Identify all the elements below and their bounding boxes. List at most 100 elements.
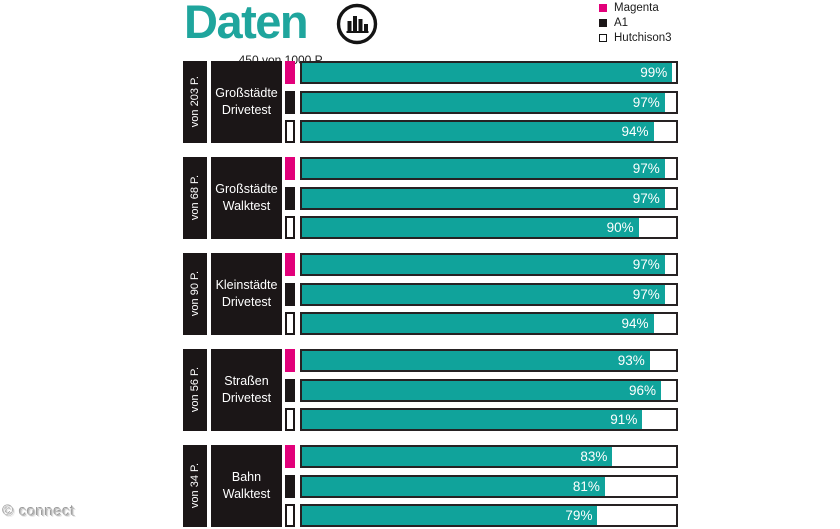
bar-track: 93% <box>300 349 678 372</box>
bar-value-label: 93% <box>617 353 645 368</box>
bar-row-a1: 96% <box>285 378 678 402</box>
series-marker-hutchison3 <box>285 504 295 527</box>
bar-row-hutchison3: 90% <box>285 216 678 239</box>
bar-track: 97% <box>300 157 678 180</box>
bar-row-hutchison3: 79% <box>285 504 678 527</box>
bar-row-a1: 97% <box>285 282 678 306</box>
bar-fill: 97% <box>302 284 665 304</box>
group-bars: 97% 97% 90% <box>285 157 678 239</box>
bar-chart: von 203 P. Großstädte Drivetest 99% 97% <box>183 61 678 527</box>
bar-row-a1: 81% <box>285 474 678 498</box>
bar-value-label: 99% <box>640 65 668 80</box>
bar-track: 97% <box>300 186 678 210</box>
bar-value-label: 79% <box>565 508 593 523</box>
series-marker-magenta <box>285 157 295 180</box>
bar-track: 97% <box>300 282 678 306</box>
chart-group-bahn-walktest: von 34 P. Bahn Walktest 83% 81% <box>183 445 678 527</box>
series-marker-magenta <box>285 445 295 468</box>
bar-track: 94% <box>300 312 678 335</box>
group-bars: 99% 97% 94% <box>285 61 678 143</box>
group-points-label: von 203 P. <box>189 76 201 128</box>
bar-fill: 79% <box>302 506 598 525</box>
bar-value-label: 97% <box>632 161 660 176</box>
bar-row-magenta: 93% <box>285 349 678 372</box>
series-marker-a1 <box>285 474 295 498</box>
bar-value-label: 97% <box>632 286 660 302</box>
bar-track: 81% <box>300 474 678 498</box>
bar-value-label: 81% <box>572 478 600 494</box>
bar-track: 90% <box>300 216 678 239</box>
bar-row-a1: 97% <box>285 186 678 210</box>
connect-watermark: © connect <box>3 503 76 520</box>
bar-track: 97% <box>300 90 678 114</box>
group-bars: 97% 97% 94% <box>285 253 678 335</box>
series-marker-magenta <box>285 349 295 372</box>
bar-track: 96% <box>300 378 678 402</box>
series-marker-hutchison3 <box>285 120 295 143</box>
legend-label: Magenta <box>614 2 659 14</box>
bar-fill: 97% <box>302 255 665 274</box>
bar-fill: 90% <box>302 218 639 237</box>
bar-value-label: 83% <box>580 449 608 464</box>
bar-value-label: 90% <box>606 220 634 235</box>
group-bars: 83% 81% 79% <box>285 445 678 527</box>
bar-track: 79% <box>300 504 678 527</box>
bar-value-label: 97% <box>632 257 660 272</box>
group-points-label: von 90 P. <box>189 271 201 317</box>
group-category-box: Kleinstädte Drivetest <box>211 253 282 335</box>
group-points-box: von 203 P. <box>183 61 207 143</box>
chart-group-grossstaedte-walktest: von 68 P. Großstädte Walktest 97% 97% <box>183 157 678 239</box>
group-points-box: von 90 P. <box>183 253 207 335</box>
bar-fill: 97% <box>302 92 665 112</box>
bar-row-hutchison3: 94% <box>285 120 678 143</box>
series-marker-a1 <box>285 90 295 114</box>
bar-row-hutchison3: 91% <box>285 408 678 431</box>
bar-value-label: 97% <box>632 190 660 206</box>
series-marker-a1 <box>285 378 295 402</box>
bar-track: 83% <box>300 445 678 468</box>
group-points-box: von 68 P. <box>183 157 207 239</box>
bar-value-label: 94% <box>621 316 649 331</box>
legend-item-hutchison3: Hutchison3 <box>599 31 672 45</box>
chart-header: Daten 450 von 1000 P. <box>184 0 379 67</box>
legend-swatch-hutchison3 <box>599 34 607 42</box>
chart-group-strassen-drivetest: von 56 P. Straßen Drivetest 93% 96% <box>183 349 678 431</box>
bar-fill: 94% <box>302 314 654 333</box>
group-category-box: Großstädte Walktest <box>211 157 282 239</box>
legend-label: Hutchison3 <box>614 32 672 44</box>
bar-fill: 94% <box>302 122 654 141</box>
legend-item-magenta: Magenta <box>599 1 672 15</box>
chart-group-grossstaedte-drivetest: von 203 P. Großstädte Drivetest 99% 97% <box>183 61 678 143</box>
series-marker-hutchison3 <box>285 216 295 239</box>
group-category-box: Großstädte Drivetest <box>211 61 282 143</box>
bar-value-label: 96% <box>629 382 657 398</box>
bar-chart-circle-icon <box>335 2 379 51</box>
bar-fill: 83% <box>302 447 613 466</box>
series-marker-hutchison3 <box>285 408 295 431</box>
title-row: Daten <box>184 0 379 51</box>
group-bars: 93% 96% 91% <box>285 349 678 431</box>
bar-fill: 96% <box>302 380 662 400</box>
legend-swatch-magenta <box>599 4 607 12</box>
group-points-label: von 34 P. <box>189 463 201 509</box>
bar-fill: 97% <box>302 159 665 178</box>
group-category-box: Straßen Drivetest <box>211 349 282 431</box>
bar-track: 97% <box>300 253 678 276</box>
bar-row-a1: 97% <box>285 90 678 114</box>
bar-fill: 97% <box>302 188 665 208</box>
bar-fill: 99% <box>302 63 673 82</box>
group-points-label: von 56 P. <box>189 367 201 413</box>
series-marker-a1 <box>285 282 295 306</box>
chart-title: Daten <box>184 0 309 48</box>
series-marker-magenta <box>285 61 295 84</box>
bar-value-label: 94% <box>621 124 649 139</box>
group-points-box: von 34 P. <box>183 445 207 527</box>
legend-item-a1: A1 <box>599 16 672 30</box>
bar-row-magenta: 97% <box>285 253 678 276</box>
bar-track: 91% <box>300 408 678 431</box>
chart-group-kleinstaedte-drivetest: von 90 P. Kleinstädte Drivetest 97% 97% <box>183 253 678 335</box>
legend: Magenta A1 Hutchison3 <box>599 1 672 46</box>
bar-fill: 93% <box>302 351 650 370</box>
series-marker-hutchison3 <box>285 312 295 335</box>
